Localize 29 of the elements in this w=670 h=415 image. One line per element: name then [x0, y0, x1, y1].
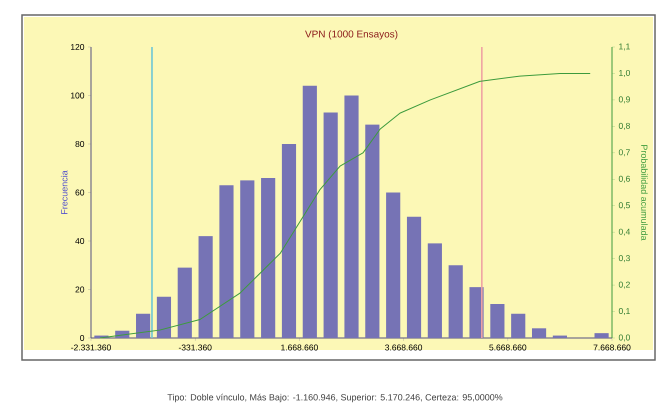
y2-tick-label: 0,1 [618, 308, 630, 316]
x-tick-label: -2.331.360 [71, 344, 111, 350]
y-tick-label: 0 [80, 335, 84, 341]
x-tick-label: 7.668.660 [594, 344, 630, 350]
x-tick-label: -331.360 [178, 344, 212, 350]
x-tick-label: 1.668.660 [281, 344, 318, 350]
y2-tick-label: 0,7 [618, 149, 630, 156]
y2-tick-label: 0,9 [618, 96, 630, 104]
y-tick-label: 120 [71, 44, 84, 50]
y2-tick-label: 0,2 [618, 282, 630, 289]
x-tick-label: 3.668.660 [385, 344, 422, 350]
y-tick-label: 100 [71, 92, 84, 98]
x-tick-label: 5.668.660 [489, 344, 526, 350]
y2-tick-label: 0,5 [618, 202, 630, 210]
y2-tick-label: 1,1 [619, 44, 630, 50]
text: Tipo: Doble vínculo, Más Bajo: -1.160.946, Superior: 5.170.246, Certeza: 95,0000% [167, 394, 502, 402]
y2-axis-title: Probabilidad acumulada [641, 145, 648, 241]
y-tick-label: 80 [75, 141, 84, 147]
y2-tick-label: 1,0 [619, 70, 630, 77]
y2-tick-label: 0,8 [618, 122, 630, 130]
y2-tick-label: 0,0 [618, 334, 630, 342]
y2-tick-label: 0,6 [618, 176, 630, 183]
y2-tick-label: 0,3 [618, 255, 630, 262]
chart-title: VPN (1000 Ensayos) [305, 30, 398, 40]
y-tick-label: 20 [75, 286, 84, 292]
y-axis-title: Frecuencia [60, 170, 68, 214]
y2-tick-label: 0,4 [618, 228, 630, 236]
y-tick-label: 60 [76, 190, 84, 196]
y-tick-label: 40 [75, 238, 84, 244]
